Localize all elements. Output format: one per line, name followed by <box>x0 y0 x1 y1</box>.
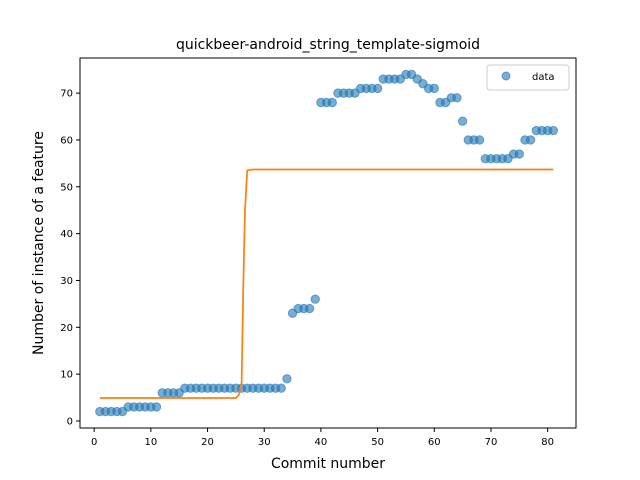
x-tick-label: 80 <box>541 437 554 448</box>
data-point <box>430 84 438 92</box>
y-tick-label: 30 <box>60 276 73 287</box>
data-point <box>515 150 523 158</box>
legend-marker-data <box>502 72 510 80</box>
y-tick-label: 50 <box>60 182 73 193</box>
data-point <box>526 136 534 144</box>
data-point <box>475 136 483 144</box>
data-point <box>283 375 291 383</box>
data-point <box>458 117 466 125</box>
data-point <box>152 403 160 411</box>
x-tick-label: 50 <box>371 437 384 448</box>
data-point <box>373 84 381 92</box>
data-point <box>305 304 313 312</box>
legend-label-data: data <box>532 72 555 83</box>
y-tick-label: 60 <box>60 135 73 146</box>
y-tick-label: 70 <box>60 89 73 100</box>
data-point <box>277 384 285 392</box>
y-tick-label: 10 <box>60 370 73 381</box>
data-point <box>453 94 461 102</box>
y-tick-label: 0 <box>67 416 73 427</box>
x-tick-label: 0 <box>91 437 97 448</box>
data-point <box>549 126 557 134</box>
x-tick-label: 40 <box>315 437 328 448</box>
y-tick-label: 40 <box>60 229 73 240</box>
x-axis-label: Commit number <box>271 456 385 472</box>
data-point <box>328 98 336 106</box>
y-tick-label: 20 <box>60 323 73 334</box>
data-point <box>311 295 319 303</box>
x-tick-label: 10 <box>144 437 157 448</box>
x-tick-label: 20 <box>201 437 214 448</box>
legend-box <box>487 65 569 90</box>
chart-title: quickbeer-android_string_template-sigmoi… <box>176 37 480 53</box>
legend: data <box>487 65 569 90</box>
x-tick-label: 30 <box>258 437 271 448</box>
x-tick-label: 60 <box>428 437 441 448</box>
y-axis-label: Number of instance of a feature <box>31 131 47 355</box>
x-tick-label: 70 <box>485 437 498 448</box>
plot-area <box>80 58 576 428</box>
